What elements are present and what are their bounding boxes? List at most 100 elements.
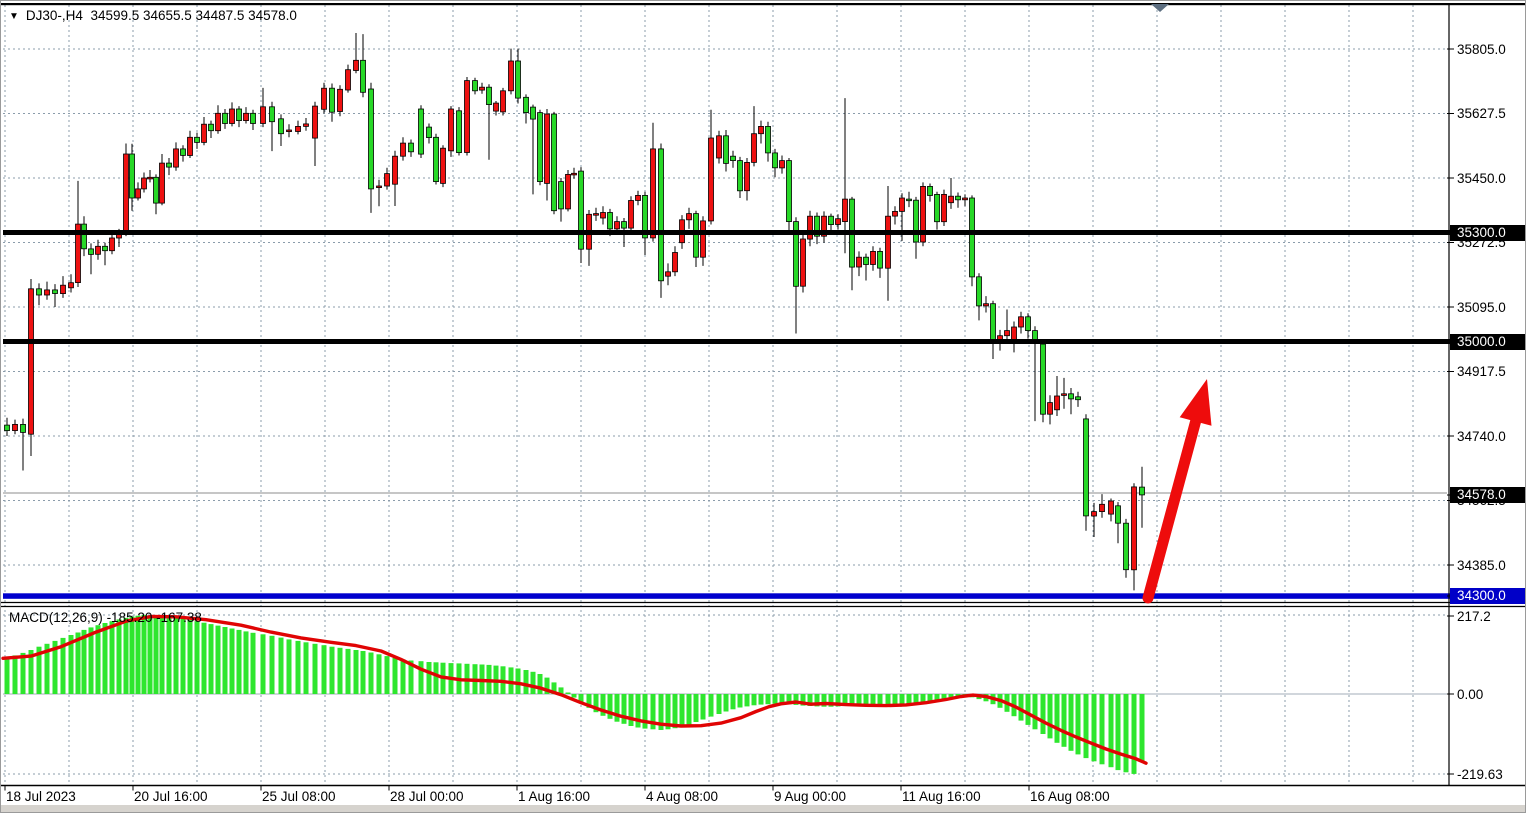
macd-hist-bar: [758, 694, 764, 705]
macd-hist-bar: [800, 694, 806, 706]
macd-hist-bar: [129, 616, 135, 694]
candle-body: [1004, 330, 1010, 337]
macd-hist-bar: [141, 614, 147, 694]
level-line-35300[interactable]: [3, 230, 1451, 235]
macd-hist-bar: [1061, 694, 1067, 747]
macd-hist-bar: [135, 615, 141, 694]
candle-body: [737, 160, 743, 192]
macd-main-value: -185.20: [106, 610, 153, 625]
macd-hist-bar: [1108, 694, 1114, 768]
candle-body: [286, 129, 292, 133]
macd-hist-bar: [1054, 694, 1060, 743]
candle-body: [571, 172, 577, 176]
time-axis-label: 28 Jul 00:00: [390, 789, 464, 804]
candle-body: [159, 162, 165, 204]
macd-hist-bar: [621, 694, 627, 724]
candle-body: [800, 238, 806, 287]
candle-body: [628, 200, 634, 229]
macd-hist-bar: [260, 634, 266, 694]
macd-hist-bar: [793, 694, 799, 705]
candle-body: [243, 112, 249, 122]
macd-hist-bar: [52, 640, 58, 694]
price-axis-label: 34740.0: [1457, 428, 1506, 444]
macd-hist-bar: [786, 694, 792, 705]
macd-hist-bar: [278, 637, 284, 694]
candle-body: [472, 80, 478, 92]
macd-hist-bar: [892, 694, 898, 706]
macd-hist-bar: [1123, 694, 1129, 773]
scroll-to-end-icon[interactable]: [1151, 4, 1169, 12]
candle-body: [464, 80, 470, 153]
candle-body: [68, 282, 74, 289]
candle-body: [456, 110, 462, 154]
macd-hist-bar: [723, 694, 729, 712]
price-axis-label: 35627.5: [1457, 106, 1506, 121]
macd-hist-bar: [243, 631, 249, 694]
candle-body: [758, 126, 764, 135]
candle-body: [635, 194, 641, 201]
candle-body: [215, 112, 221, 132]
candle-body: [934, 193, 940, 223]
macd-signal-value: -167.38: [156, 610, 202, 625]
candle-body: [147, 176, 153, 180]
candle-body: [779, 160, 785, 169]
macd-hist-bar: [730, 694, 736, 710]
macd-hist-bar: [88, 627, 94, 694]
candle-body: [426, 126, 432, 138]
candle-body: [201, 123, 207, 143]
macd-hist-bar: [194, 621, 200, 694]
macd-hist-bar: [672, 694, 678, 729]
level-line-35000[interactable]: [3, 339, 1451, 344]
macd-hist-bar: [650, 694, 656, 730]
macd-hist-bar: [578, 694, 584, 703]
macd-hist-bar: [236, 629, 242, 694]
macd-hist-bar: [1091, 694, 1097, 762]
candle-body: [544, 113, 550, 184]
candle-body: [508, 60, 514, 92]
macd-hist-bar: [408, 660, 414, 694]
candle-body: [551, 113, 557, 212]
macd-hist-bar: [906, 694, 912, 705]
candle-body: [969, 197, 975, 278]
candle-body: [614, 221, 620, 230]
macd-hist-bar: [863, 694, 869, 705]
macd-hist-bar: [60, 637, 66, 694]
symbol-dropdown-icon[interactable]: ▼: [9, 11, 19, 22]
macd-hist-bar: [269, 635, 275, 694]
candle-body: [983, 303, 989, 307]
macd-hist-bar: [558, 687, 564, 694]
macd-hist-bar: [744, 694, 750, 707]
candle-body: [1091, 511, 1097, 517]
macd-hist-bar: [1139, 694, 1145, 762]
level-line-34300[interactable]: [3, 593, 1451, 599]
macd-hist-bar: [1115, 694, 1121, 771]
window-bottom-strip: [1, 805, 1525, 812]
macd-hist-bar: [716, 694, 722, 714]
macd-hist-bar: [201, 622, 207, 694]
candle-body: [537, 112, 543, 182]
candle-body: [400, 142, 406, 157]
price-axis-label: 35095.0: [1457, 299, 1506, 315]
macd-hist-bar: [679, 694, 685, 727]
candle-body: [180, 148, 186, 156]
time-axis-label: 9 Aug 00:00: [774, 789, 847, 804]
time-axis-label: 18 Jul 2023: [6, 789, 76, 804]
candle-body: [109, 237, 115, 252]
candle-body: [899, 197, 905, 212]
macd-hist-bar: [537, 674, 543, 694]
candle-body: [578, 170, 584, 250]
macd-hist-bar: [828, 694, 834, 707]
macd-hist-bar: [187, 620, 193, 694]
macd-hist-bar: [842, 694, 848, 706]
macd-hist-bar: [384, 656, 390, 694]
candle-body: [807, 215, 813, 240]
candle-body: [730, 155, 736, 161]
macd-hist-bar: [1047, 694, 1053, 739]
price-axis-label: 0.00: [1457, 686, 1484, 702]
macd-hist-bar: [433, 662, 439, 694]
macd-hist-bar: [870, 694, 876, 705]
trend-arrow[interactable]: [1142, 379, 1212, 604]
macd-hist-bar: [1099, 694, 1105, 765]
price-level-badge: 34578.0: [1450, 487, 1525, 503]
